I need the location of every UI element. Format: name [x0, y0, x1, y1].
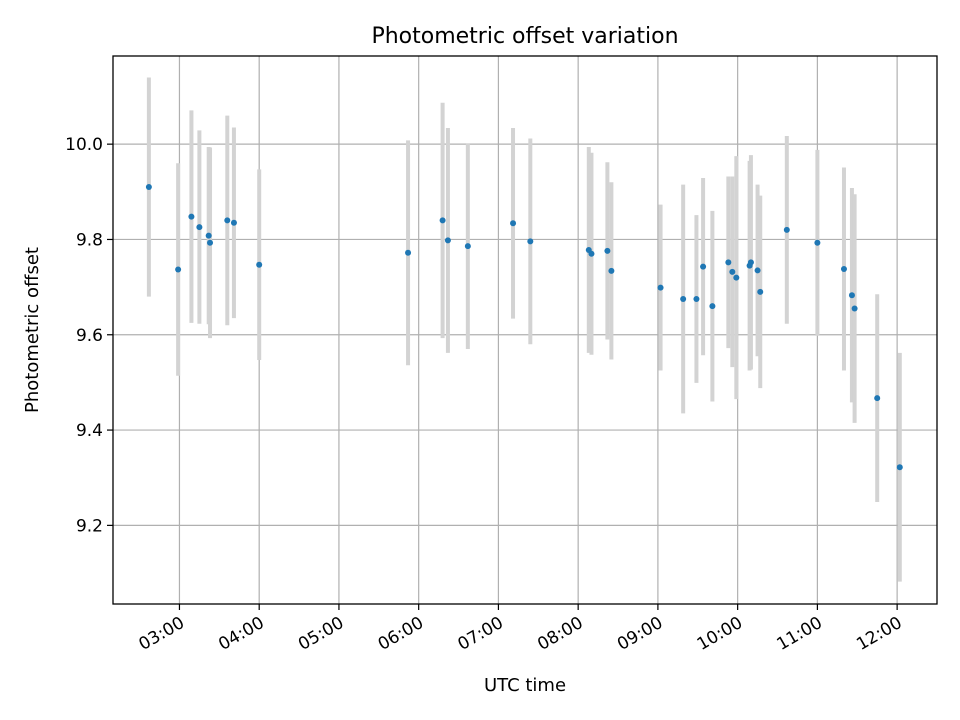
y-axis-label: Photometric offset [22, 247, 43, 413]
data-point [896, 464, 903, 471]
data-point [725, 259, 732, 266]
data-point [757, 288, 764, 295]
y-tick-label: 9.8 [76, 230, 103, 250]
chart-title: Photometric offset variation [371, 24, 678, 49]
data-point [175, 266, 182, 273]
data-point [733, 274, 740, 281]
data-point [527, 238, 534, 245]
data-point [693, 296, 700, 303]
data-point [230, 219, 237, 226]
data-point [256, 261, 263, 268]
data-point [814, 239, 821, 246]
data-point [608, 267, 615, 274]
data-point [754, 267, 761, 274]
data-point [588, 250, 595, 257]
y-tick-label: 9.6 [76, 326, 103, 346]
data-point [700, 263, 707, 270]
data-point [444, 237, 451, 244]
data-point [657, 284, 664, 291]
data-point [464, 243, 471, 250]
y-tick-label: 10.0 [65, 135, 103, 155]
data-point [783, 226, 790, 233]
data-point [145, 184, 152, 191]
grid-layer [113, 56, 937, 604]
point-layer [145, 184, 903, 471]
data-point [848, 292, 855, 299]
data-point [874, 395, 881, 402]
y-tick-label: 9.4 [76, 421, 103, 441]
data-point [207, 239, 214, 246]
data-point [604, 247, 611, 254]
data-point [680, 296, 687, 303]
data-point [747, 259, 754, 266]
data-point [439, 217, 446, 224]
data-point [405, 249, 412, 256]
data-point [205, 232, 212, 239]
x-axis-label: UTC time [484, 675, 566, 696]
y-tick-label: 9.2 [76, 516, 103, 536]
data-point [851, 305, 858, 312]
data-point [224, 217, 231, 224]
data-point [840, 266, 847, 273]
data-point [709, 303, 716, 310]
data-point [188, 213, 195, 220]
data-point [196, 224, 203, 231]
plot-frame [112, 55, 938, 605]
data-point [510, 220, 517, 227]
data-point [729, 268, 736, 275]
